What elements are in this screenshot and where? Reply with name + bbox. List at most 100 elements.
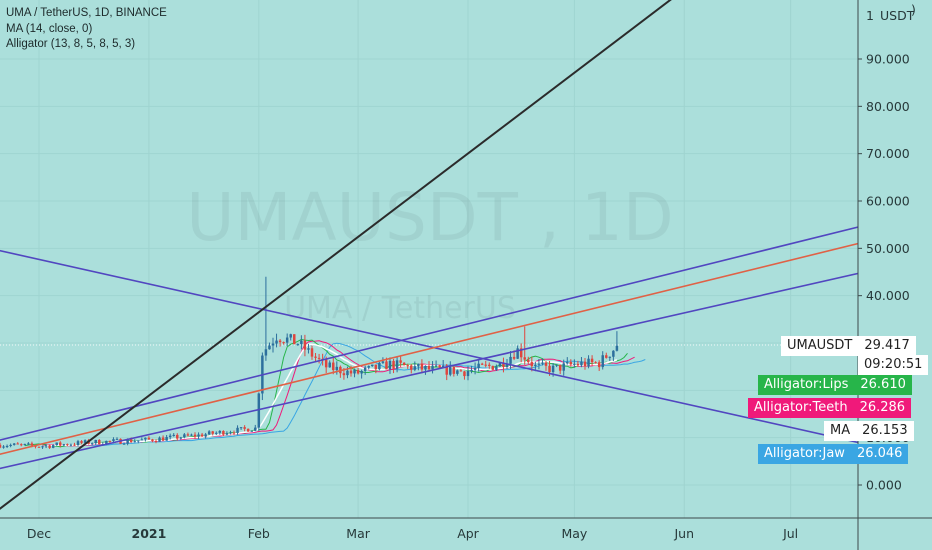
candle-body	[399, 360, 402, 363]
candle-body	[328, 362, 331, 368]
time-tick-label: 2021	[132, 526, 167, 541]
candle-body	[20, 444, 23, 446]
candle-body	[30, 443, 34, 446]
candle-body	[452, 366, 456, 374]
candle-body	[80, 441, 83, 443]
candle-body	[456, 370, 459, 374]
symbol-price-label: UMAUSDT 29.417	[781, 336, 916, 356]
candle-body	[473, 368, 477, 370]
price-scale-currency: USDT	[880, 8, 915, 23]
candle-body	[605, 355, 608, 358]
candle-body	[229, 432, 232, 434]
candle-body	[342, 373, 346, 376]
candle-body	[126, 439, 129, 444]
watermark-main: UMAUSDT , 1D	[186, 179, 674, 256]
candle-body	[406, 365, 409, 367]
candle-body	[211, 431, 214, 434]
descending-trend-line	[0, 249, 858, 444]
candle-body	[285, 337, 289, 343]
teeth-label: Alligator:Teeth 26.286	[748, 398, 912, 418]
candle-body	[597, 362, 601, 368]
candle-body	[48, 445, 51, 448]
jaw-label: Alligator:Jaw 26.046	[758, 444, 909, 464]
candle-body	[282, 342, 285, 344]
candle-body	[239, 427, 243, 429]
candle-body	[158, 437, 161, 442]
candle-body	[207, 431, 211, 435]
candle-body	[108, 440, 112, 442]
channel-lower-line	[0, 272, 858, 470]
candle-body	[275, 340, 278, 344]
candle-body	[608, 356, 612, 358]
time-axis[interactable]: Dec 2021 Feb Mar Apr May Jun Jul	[27, 526, 798, 541]
candle-body	[590, 358, 594, 363]
jaw-label-value: 26.046	[856, 446, 903, 461]
candle-body	[250, 430, 253, 432]
candle-body	[176, 434, 179, 439]
candle-body	[222, 430, 225, 435]
symbol-label-value: 29.417	[864, 338, 910, 353]
candle-body	[115, 438, 119, 440]
time-tick-label: Dec	[27, 526, 51, 541]
candle-body	[215, 432, 218, 434]
candle-body	[165, 437, 168, 441]
candle-body	[502, 362, 505, 368]
time-tick-label: Feb	[248, 526, 270, 541]
candle-body	[516, 348, 519, 359]
candle-body	[363, 367, 367, 371]
candle-body	[378, 362, 381, 370]
lips-label-value: 26.610	[860, 377, 906, 392]
watermark-sub: UMA / TetherUS	[284, 291, 516, 326]
candle-body	[551, 365, 555, 373]
time-tick-label: Jul	[782, 526, 798, 541]
candle-body	[601, 355, 604, 368]
candle-body	[434, 365, 438, 367]
candle-body	[278, 340, 282, 343]
candle-body	[587, 358, 590, 367]
legend-symbol[interactable]: UMA / TetherUS, 1D, BINANCE	[6, 7, 167, 19]
candle-body	[232, 432, 236, 434]
chart-legend: UMA / TetherUS, 1D, BINANCE MA (14, clos…	[6, 6, 167, 53]
candle-body	[349, 370, 353, 374]
candle-body	[541, 362, 544, 364]
chart-grid	[0, 0, 858, 518]
candle-body	[179, 437, 183, 439]
candle-body	[356, 370, 360, 374]
candle-body	[491, 365, 495, 370]
candle-body	[154, 440, 158, 442]
candle-body	[218, 430, 222, 433]
candle-body	[512, 356, 516, 359]
candle-body	[346, 370, 349, 376]
candle-body	[410, 365, 413, 370]
candle-body	[5, 445, 9, 447]
candle-body	[168, 435, 172, 438]
candle-body	[519, 348, 523, 358]
legend-alligator[interactable]: Alligator (13, 8, 5, 8, 5, 3)	[6, 38, 136, 50]
candle-body	[243, 427, 246, 429]
candle-body	[371, 364, 374, 367]
time-tick-label: Apr	[457, 526, 479, 541]
time-tick-label: May	[561, 526, 587, 541]
candle-body	[530, 362, 534, 367]
candle-body	[112, 439, 115, 441]
candle-body	[367, 366, 370, 368]
candle-body	[90, 443, 94, 445]
legend-ma[interactable]: MA (14, close, 0)	[6, 22, 93, 35]
candle-body	[186, 434, 190, 436]
steep-trend-line	[0, 0, 672, 510]
candle-body	[573, 363, 576, 365]
candle-body	[576, 363, 580, 366]
candle-body	[449, 366, 452, 375]
price-tick-label: 60.000	[866, 194, 910, 209]
candle-body	[534, 364, 537, 367]
price-scale-background	[858, 0, 932, 550]
candle-body	[495, 366, 498, 370]
candle-body	[183, 434, 186, 438]
candle-body	[23, 443, 27, 445]
candle-body	[225, 433, 229, 435]
candle-body	[197, 434, 200, 437]
candle-body	[558, 364, 562, 371]
